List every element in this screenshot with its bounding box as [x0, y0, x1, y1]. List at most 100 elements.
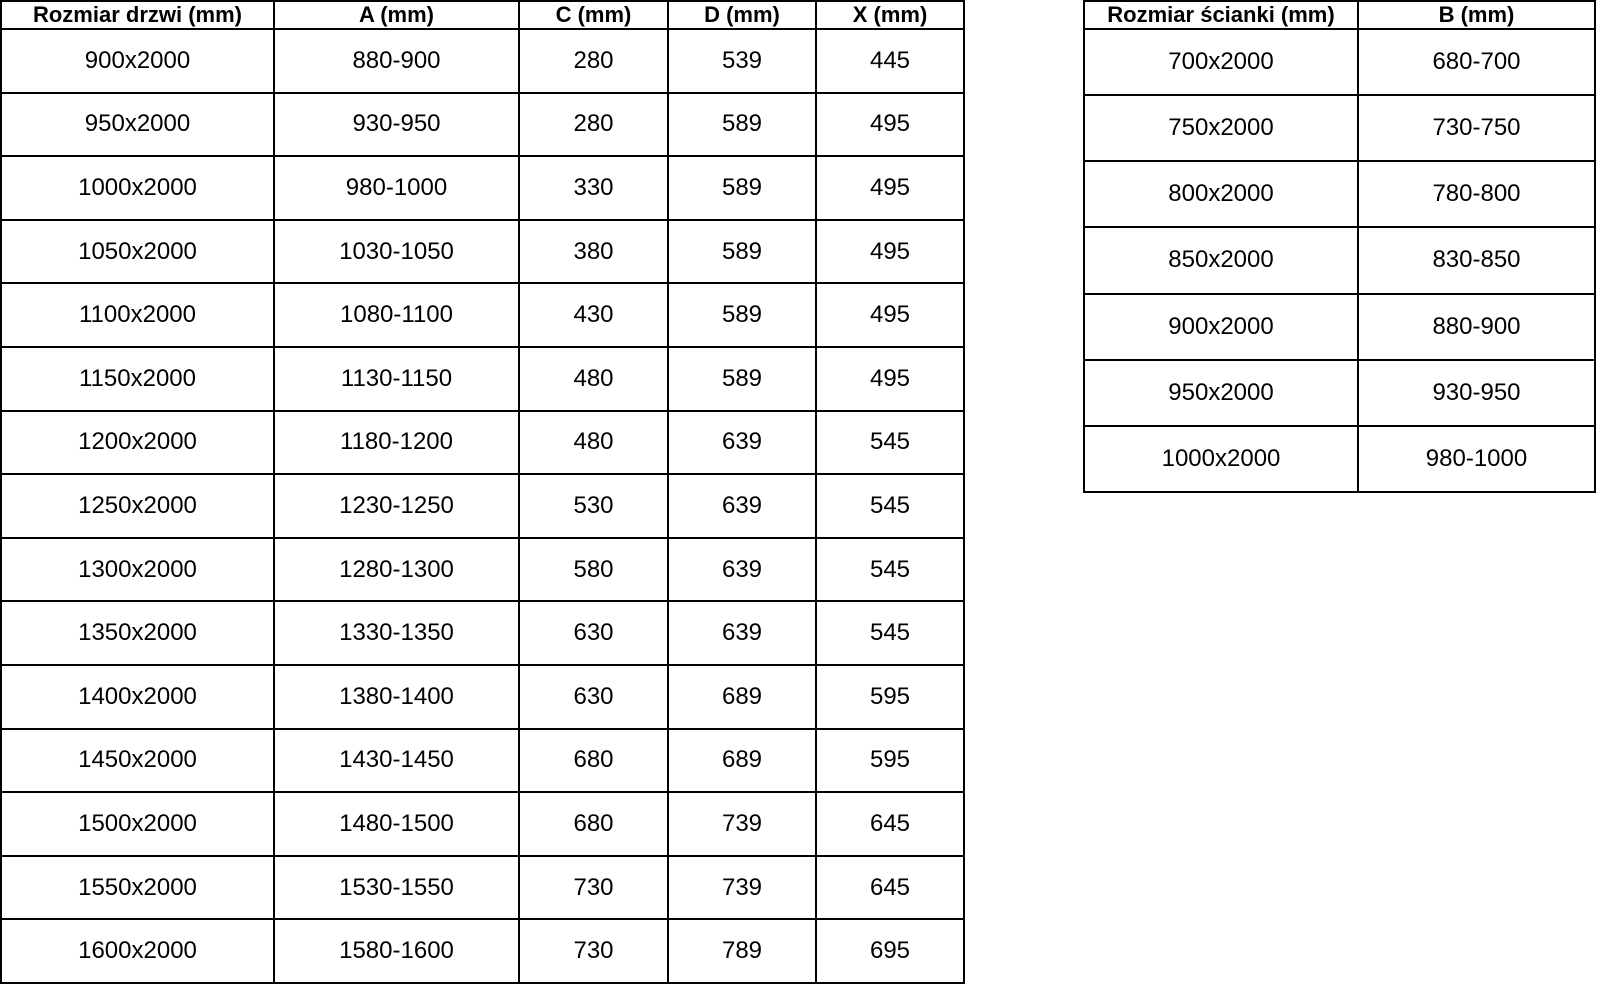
door-size-row: 1600x2000 1580-1600 730 789 695: [0, 918, 965, 984]
door-size-cell: 639: [667, 600, 817, 666]
door-size-cell: 639: [667, 536, 817, 603]
door-size-header-cell: C (mm): [518, 0, 669, 30]
door-size-header-cell: X (mm): [815, 0, 965, 30]
wall-panel-size-row: 700x2000 680-700: [1083, 27, 1596, 97]
door-size-cell: 495: [815, 282, 965, 348]
door-size-cell: 1080-1100: [273, 282, 520, 348]
door-size-cell: 789: [667, 918, 817, 984]
door-size-cell: 645: [815, 854, 965, 921]
door-size-cell: 480: [518, 345, 669, 412]
door-size-cell: 680: [518, 791, 669, 857]
door-size-cell: 1000x2000: [0, 155, 275, 221]
wall-panel-size-cell: 900x2000: [1083, 292, 1359, 361]
door-size-cell: 330: [518, 155, 669, 221]
wall-panel-size-row: 750x2000 730-750: [1083, 94, 1596, 163]
wall-panel-size-cell: 780-800: [1357, 160, 1596, 229]
wall-panel-header-row: Rozmiar ścianki (mm) B (mm): [1083, 0, 1596, 30]
door-size-cell: 480: [518, 409, 669, 476]
door-size-cell: 689: [667, 727, 817, 794]
door-size-cell: 545: [815, 536, 965, 603]
wall-panel-size-cell: 1000x2000: [1083, 424, 1359, 494]
door-size-cell: 639: [667, 473, 817, 539]
door-size-cell: 980-1000: [273, 155, 520, 221]
door-size-cell: 1550x2000: [0, 854, 275, 921]
door-size-row: 1300x2000 1280-1300 580 639 545: [0, 536, 965, 603]
door-size-row: 1150x2000 1130-1150 480 589 495: [0, 345, 965, 412]
door-size-cell: 1380-1400: [273, 663, 520, 730]
door-size-cell: 1180-1200: [273, 409, 520, 476]
door-size-cell: 900x2000: [0, 28, 275, 94]
door-size-cell: 495: [815, 345, 965, 412]
door-size-cell: 739: [667, 791, 817, 857]
door-size-cell: 630: [518, 600, 669, 666]
wall-panel-size-cell: 930-950: [1357, 358, 1596, 427]
door-size-cell: 630: [518, 663, 669, 730]
wall-panel-size-cell: 830-850: [1357, 226, 1596, 295]
door-size-cell: 1280-1300: [273, 536, 520, 603]
door-size-cell: 730: [518, 918, 669, 984]
door-size-cell: 539: [667, 28, 817, 94]
wall-panel-size-cell: 880-900: [1357, 292, 1596, 361]
door-size-cell: 589: [667, 345, 817, 412]
door-size-row: 900x2000 880-900 280 539 445: [0, 28, 965, 94]
door-size-cell: 495: [815, 91, 965, 158]
door-size-cell: 280: [518, 91, 669, 158]
door-size-cell: 1350x2000: [0, 600, 275, 666]
door-size-cell: 1300x2000: [0, 536, 275, 603]
door-size-header-cell: A (mm): [273, 0, 520, 30]
door-size-cell: 950x2000: [0, 91, 275, 158]
wall-panel-size-cell: 730-750: [1357, 94, 1596, 163]
door-size-cell: 1130-1150: [273, 345, 520, 412]
door-size-cell: 1150x2000: [0, 345, 275, 412]
door-size-cell: 595: [815, 663, 965, 730]
door-size-row: 1400x2000 1380-1400 630 689 595: [0, 663, 965, 730]
door-size-row: 1200x2000 1180-1200 480 639 545: [0, 409, 965, 476]
door-size-cell: 639: [667, 409, 817, 476]
wall-panel-size-row: 850x2000 830-850: [1083, 226, 1596, 295]
door-size-cell: 445: [815, 28, 965, 94]
door-size-row: 1050x2000 1030-1050 380 589 495: [0, 218, 965, 285]
door-size-cell: 730: [518, 854, 669, 921]
wall-panel-size-table: Rozmiar ścianki (mm) B (mm) 700x2000 680-7…: [1083, 0, 1596, 494]
door-size-cell: 589: [667, 282, 817, 348]
door-size-cell: 680: [518, 727, 669, 794]
door-size-cell: 430: [518, 282, 669, 348]
door-size-cell: 689: [667, 663, 817, 730]
door-size-cell: 1030-1050: [273, 218, 520, 285]
door-size-cell: 1530-1550: [273, 854, 520, 921]
door-size-row: 1250x2000 1230-1250 530 639 545: [0, 473, 965, 539]
door-size-header-cell: D (mm): [667, 0, 817, 30]
door-size-cell: 1480-1500: [273, 791, 520, 857]
door-size-cell: 880-900: [273, 28, 520, 94]
door-size-row: 1450x2000 1430-1450 680 689 595: [0, 727, 965, 794]
wall-panel-size-cell: 800x2000: [1083, 160, 1359, 229]
door-size-cell: 645: [815, 791, 965, 857]
door-size-row: 950x2000 930-950 280 589 495: [0, 91, 965, 158]
door-size-cell: 1100x2000: [0, 282, 275, 348]
wall-panel-size-row: 900x2000 880-900: [1083, 292, 1596, 361]
door-size-cell: 1200x2000: [0, 409, 275, 476]
wall-panel-size-cell: 700x2000: [1083, 27, 1359, 97]
wall-panel-size-row: 800x2000 780-800: [1083, 160, 1596, 229]
door-size-cell: 1250x2000: [0, 473, 275, 539]
door-size-cell: 530: [518, 473, 669, 539]
door-size-cell: 1330-1350: [273, 600, 520, 666]
door-size-cell: 280: [518, 28, 669, 94]
wall-panel-size-row: 1000x2000 980-1000: [1083, 424, 1596, 494]
door-size-row: 1350x2000 1330-1350 630 639 545: [0, 600, 965, 666]
door-size-cell: 380: [518, 218, 669, 285]
door-size-cell: 1500x2000: [0, 791, 275, 857]
door-size-cell: 545: [815, 600, 965, 666]
door-size-cell: 580: [518, 536, 669, 603]
door-size-table: Rozmiar drzwi (mm) A (mm) C (mm) D (mm) X (m…: [0, 0, 965, 984]
door-size-row: 1500x2000 1480-1500 680 739 645: [0, 791, 965, 857]
door-size-row: 1100x2000 1080-1100 430 589 495: [0, 282, 965, 348]
wall-panel-size-header-cell: Rozmiar ścianki (mm): [1083, 0, 1359, 30]
door-size-row: 1550x2000 1530-1550 730 739 645: [0, 854, 965, 921]
door-size-cell: 595: [815, 727, 965, 794]
door-size-cell: 589: [667, 91, 817, 158]
door-size-cell: 589: [667, 218, 817, 285]
door-size-row: 1000x2000 980-1000 330 589 495: [0, 155, 965, 221]
wall-panel-size-cell: 950x2000: [1083, 358, 1359, 427]
